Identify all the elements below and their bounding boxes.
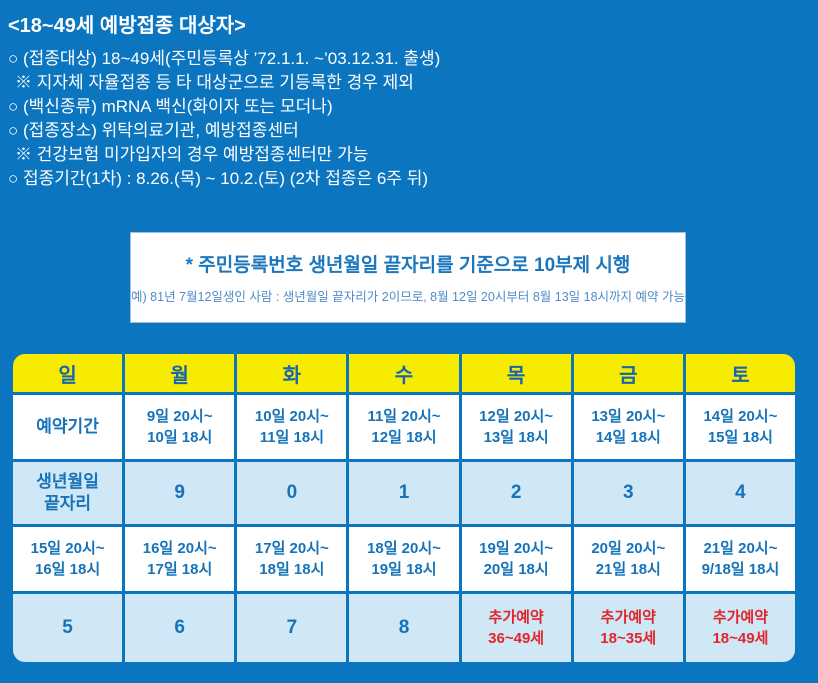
day-header-sun: 일 — [13, 354, 123, 392]
reservation-schedule-table: 일 월 화 수 목 금 토 예약기간 9일 20시~ 10일 18시 10일 2… — [10, 351, 798, 665]
day-header-fri: 금 — [573, 354, 683, 392]
digit-cell: 0 — [237, 462, 347, 524]
digit-cell: 7 — [237, 594, 347, 662]
notice-example-text: 예) 81년 7월12일생인 사람 : 생년월일 끝자리가 2이므로, 8월 1… — [131, 290, 685, 304]
birth-digit-label: 생년월일 끝자리 — [13, 462, 123, 524]
digit-cell: 8 — [349, 594, 459, 662]
digit-cell: 9 — [125, 462, 235, 524]
day-header-mon: 월 — [125, 354, 235, 392]
digit-cell: 5 — [13, 594, 123, 662]
time-slot-cell: 18일 20시~ 19일 18시 — [349, 527, 459, 591]
digit-cell: 6 — [125, 594, 235, 662]
reservation-period-row-1: 예약기간 9일 20시~ 10일 18시 10일 20시~ 11일 18시 11… — [13, 395, 795, 459]
digit-cell: 3 — [573, 462, 683, 524]
time-slot-cell: 15일 20시~ 16일 18시 — [13, 527, 123, 591]
time-slot-cell: 12일 20시~ 13일 18시 — [461, 395, 571, 459]
time-slot-cell: 13일 20시~ 14일 18시 — [573, 395, 683, 459]
reservation-period-label: 예약기간 — [13, 395, 123, 459]
time-slot-cell: 9일 20시~ 10일 18시 — [125, 395, 235, 459]
bullet-vaccination-period: ○ 접종기간(1차) : 8.26.(목) ~ 10.2.(토) (2차 접종은… — [8, 169, 429, 188]
time-slot-cell: 21일 20시~ 9/18일 18시 — [685, 527, 795, 591]
birth-digit-row-2: 5 6 7 8 추가예약 36~49세 추가예약 18~35세 추가예약 18~… — [13, 594, 795, 662]
day-header-tue: 화 — [237, 354, 347, 392]
extra-reservation-cell: 추가예약 18~35세 — [573, 594, 683, 662]
day-header-thu: 목 — [461, 354, 571, 392]
time-slot-cell: 11일 20시~ 12일 18시 — [349, 395, 459, 459]
time-slot-cell: 19일 20시~ 20일 18시 — [461, 527, 571, 591]
bullet-note-insurance: ※ 건강보험 미가입자의 경우 예방접종센터만 가능 — [15, 145, 369, 164]
day-header-wed: 수 — [349, 354, 459, 392]
day-header-row: 일 월 화 수 목 금 토 — [13, 354, 795, 392]
time-slot-cell: 14일 20시~ 15일 18시 — [685, 395, 795, 459]
bullet-vaccine-type: ○ (백신종류) mRNA 백신(화이자 또는 모더나) — [8, 97, 333, 116]
bullet-note-exclusion: ※ 지자체 자율접종 등 타 대상군으로 기등록한 경우 제외 — [15, 73, 414, 92]
notice-title: * 주민등록번호 생년월일 끝자리를 기준으로 10부제 시행 — [185, 255, 631, 276]
bullet-vaccination-place: ○ (접종장소) 위탁의료기관, 예방접종센터 — [8, 121, 299, 140]
page-title: <18~49세 예방접종 대상자> — [8, 15, 246, 37]
time-slot-cell: 10일 20시~ 11일 18시 — [237, 395, 347, 459]
extra-reservation-cell: 추가예약 18~49세 — [685, 594, 795, 662]
vaccination-notice-header: <18~49세 예방접종 대상자> ○ (접종대상) 18~49세(주민등록상 … — [0, 0, 818, 191]
ten-part-system-notice-box: * 주민등록번호 생년월일 끝자리를 기준으로 10부제 시행 예) 81년 7… — [130, 232, 686, 323]
time-slot-cell: 16일 20시~ 17일 18시 — [125, 527, 235, 591]
digit-cell: 1 — [349, 462, 459, 524]
digit-cell: 4 — [685, 462, 795, 524]
digit-cell: 2 — [461, 462, 571, 524]
time-slot-cell: 20일 20시~ 21일 18시 — [573, 527, 683, 591]
birth-digit-row-1: 생년월일 끝자리 9 0 1 2 3 4 — [13, 462, 795, 524]
reservation-period-row-2: 15일 20시~ 16일 18시 16일 20시~ 17일 18시 17일 20… — [13, 527, 795, 591]
extra-reservation-cell: 추가예약 36~49세 — [461, 594, 571, 662]
bullet-target-audience: ○ (접종대상) 18~49세(주민등록상 ’72.1.1. ~’03.12.3… — [8, 49, 441, 68]
time-slot-cell: 17일 20시~ 18일 18시 — [237, 527, 347, 591]
day-header-sat: 토 — [685, 354, 795, 392]
